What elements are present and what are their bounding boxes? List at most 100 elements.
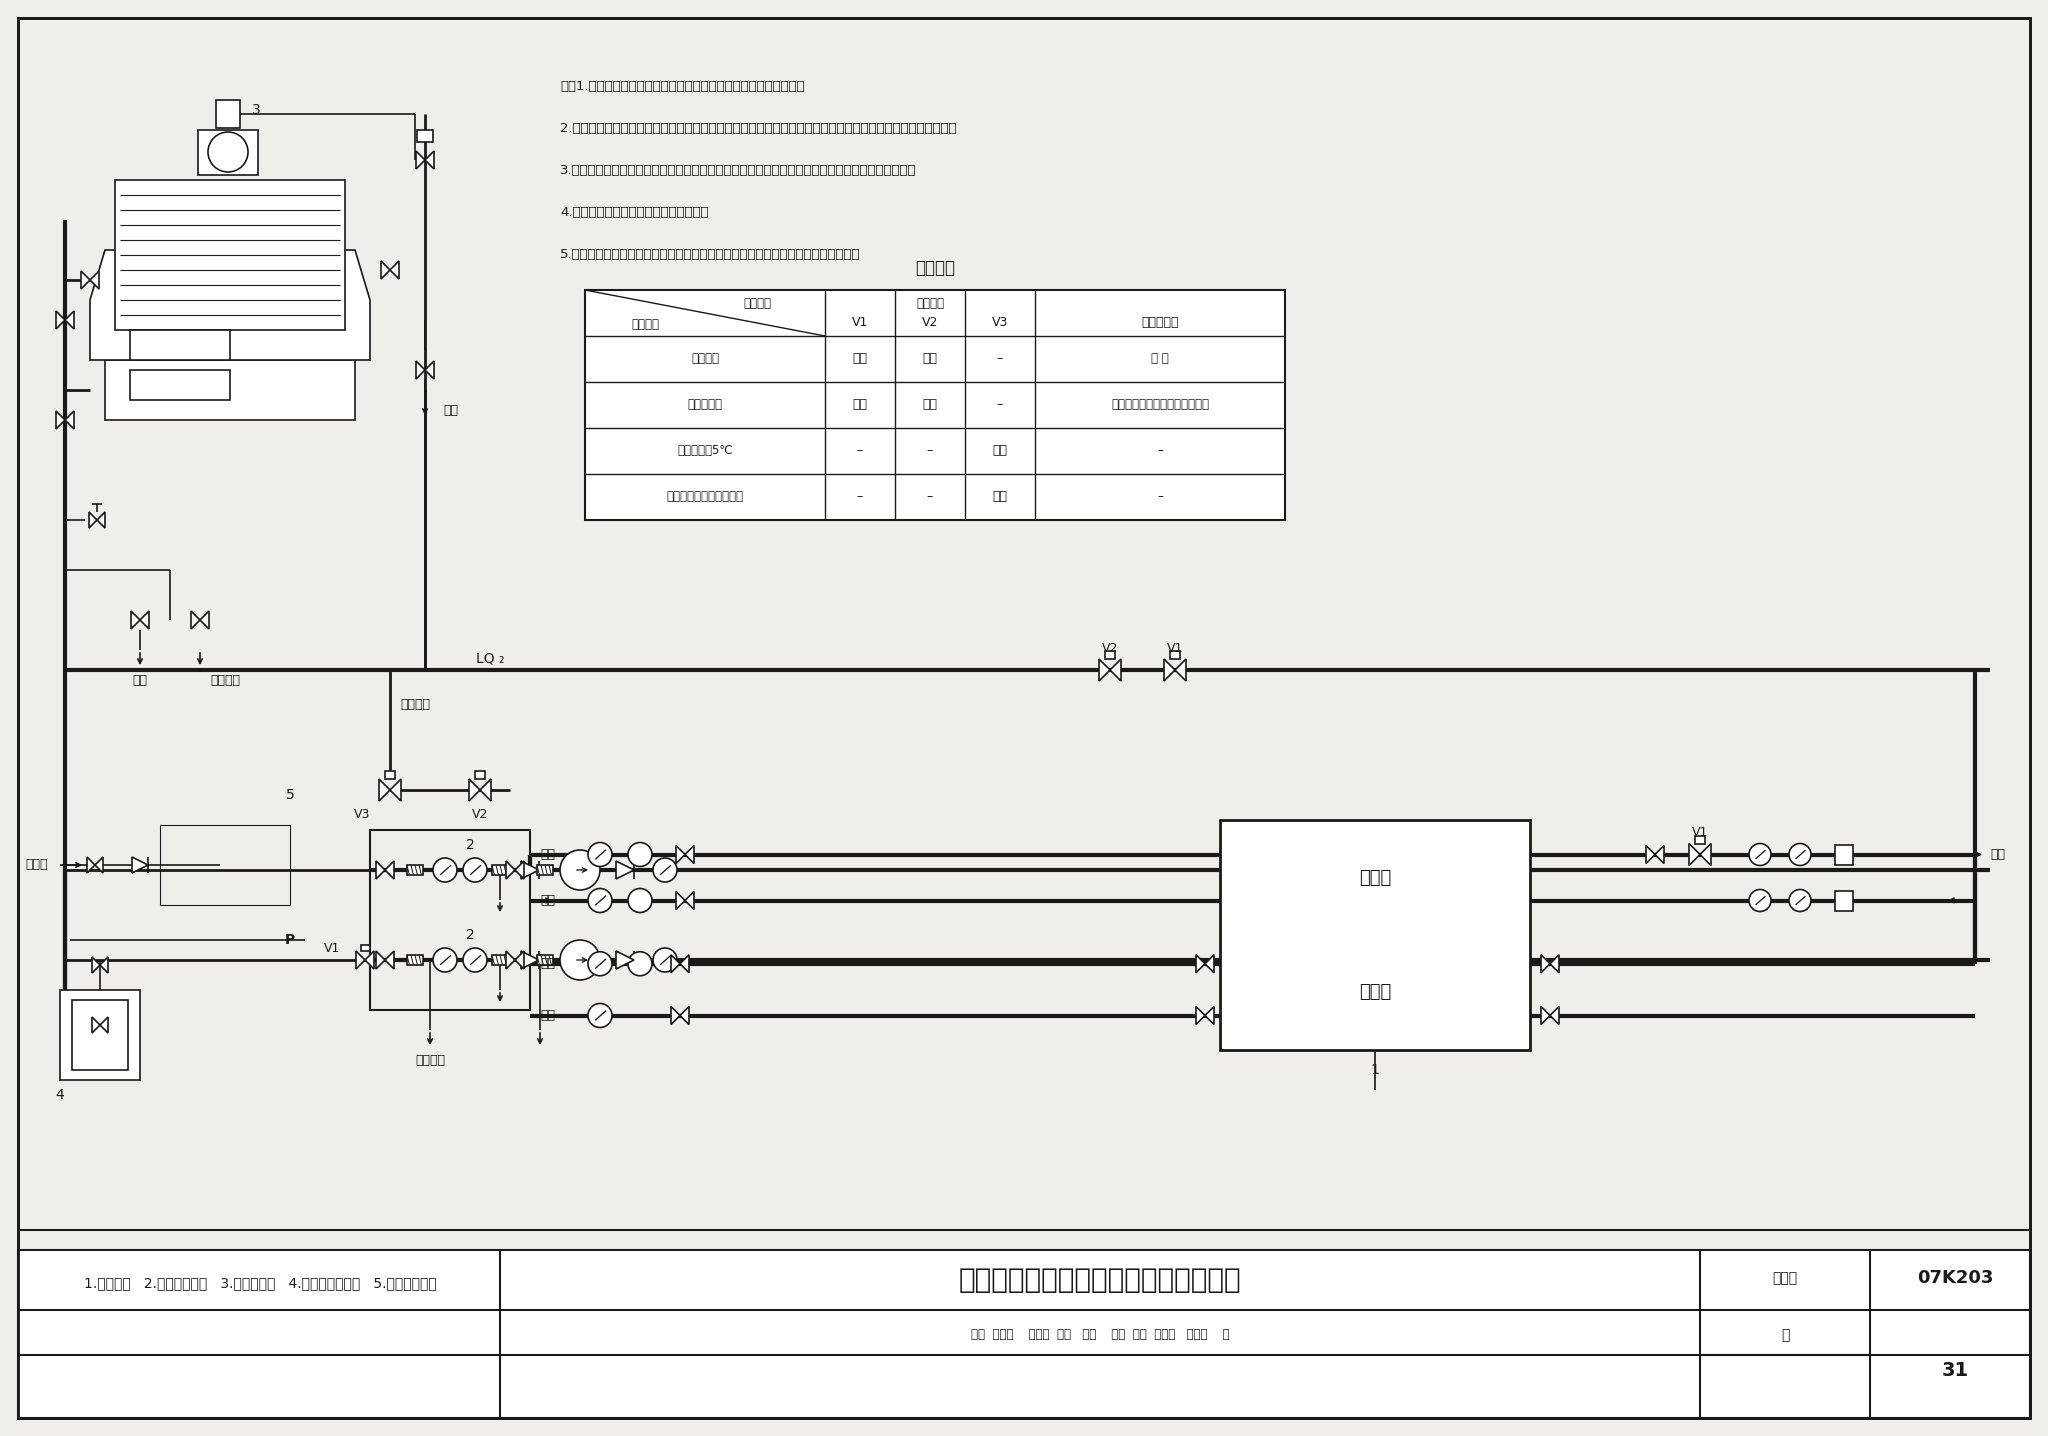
Text: 补水: 补水 [133, 673, 147, 686]
Bar [199, 131, 258, 175]
Text: 阀门、泵: 阀门、泵 [915, 297, 944, 310]
Polygon shape [82, 271, 90, 289]
Circle shape [432, 948, 457, 972]
Polygon shape [676, 846, 684, 863]
Text: 开启: 开启 [852, 352, 868, 366]
Bar [408, 866, 424, 875]
Text: 4.冷却塔供冷系统应采取冬季防冻措施。: 4.冷却塔供冷系统应采取冬季防冻措施。 [559, 205, 709, 220]
Polygon shape [379, 778, 389, 801]
Polygon shape [616, 951, 635, 969]
Bar [1221, 820, 1530, 1050]
Circle shape [653, 857, 678, 882]
Bar [492, 955, 508, 965]
Text: 5.所有开关型电动阀均与相应的制冷设备联锁，所有电动阀均应具有手动关断功能。: 5.所有开关型电动阀均与相应的制冷设备联锁，所有电动阀均应具有手动关断功能。 [559, 248, 860, 261]
Polygon shape [385, 951, 393, 969]
Text: 1.冷水机组   2.冷却水循环泵   3.闭式冷却塔   4.自动水处理装置   5.补水定压装置: 1.冷水机组 2.冷却水循环泵 3.闭式冷却塔 4.自动水处理装置 5.补水定压… [84, 1277, 436, 1290]
Bar [1696, 836, 1704, 843]
Polygon shape [520, 951, 539, 969]
Bar [160, 826, 291, 905]
Polygon shape [66, 312, 74, 329]
Polygon shape [1700, 843, 1710, 866]
Polygon shape [1540, 955, 1550, 972]
Bar [115, 180, 344, 330]
Text: V1: V1 [852, 316, 868, 329]
Text: 注：1.本系统适用于室外空气湿球温度较低的时间较长的气象条件。: 注：1.本系统适用于室外空气湿球温度较低的时间较长的气象条件。 [559, 80, 805, 93]
Polygon shape [100, 1017, 109, 1032]
Text: V1: V1 [1167, 642, 1184, 655]
Text: V3: V3 [354, 808, 371, 821]
Polygon shape [55, 411, 66, 429]
Polygon shape [514, 951, 524, 969]
Circle shape [209, 132, 248, 172]
Text: V3: V3 [991, 316, 1008, 329]
Text: 冷却水低于5℃: 冷却水低于5℃ [678, 445, 733, 458]
Polygon shape [1204, 1007, 1214, 1024]
Text: 工 作: 工 作 [1151, 352, 1169, 366]
Polygon shape [1647, 846, 1655, 863]
Bar [418, 131, 432, 142]
Bar [72, 999, 127, 1070]
Polygon shape [1690, 843, 1700, 866]
Text: P: P [285, 933, 295, 946]
Text: 关闭: 关闭 [922, 352, 938, 366]
Polygon shape [1176, 659, 1186, 681]
Text: 图集号: 图集号 [1772, 1271, 1798, 1285]
Text: 3: 3 [252, 103, 260, 116]
Bar [1835, 890, 1853, 910]
Text: V2: V2 [471, 808, 487, 821]
Polygon shape [389, 261, 399, 279]
Bar [1835, 844, 1853, 864]
Polygon shape [100, 956, 109, 974]
Polygon shape [1100, 659, 1110, 681]
Circle shape [629, 843, 651, 866]
Bar [537, 955, 553, 965]
Text: 工况转换: 工况转换 [915, 258, 954, 277]
Text: 冷水: 冷水 [541, 958, 555, 971]
Circle shape [559, 941, 600, 979]
Polygon shape [94, 857, 102, 873]
Text: 冬季泄水: 冬季泄水 [399, 698, 430, 711]
Circle shape [463, 948, 487, 972]
Text: V2: V2 [922, 316, 938, 329]
Polygon shape [389, 778, 401, 801]
Text: –: – [856, 491, 862, 504]
Text: 冷却水低于冷机要求温度: 冷却水低于冷机要求温度 [666, 491, 743, 504]
Polygon shape [680, 1007, 688, 1024]
Text: 冷凝器: 冷凝器 [1360, 984, 1391, 1001]
Bar [385, 771, 395, 778]
Bar [371, 830, 530, 1010]
Polygon shape [469, 778, 479, 801]
Text: 07K203: 07K203 [1917, 1269, 1993, 1287]
Text: 开启: 开启 [922, 399, 938, 412]
Polygon shape [92, 956, 100, 974]
Text: 4: 4 [55, 1088, 63, 1101]
Polygon shape [1550, 955, 1559, 972]
Polygon shape [506, 951, 514, 969]
Text: V1: V1 [1692, 826, 1708, 839]
Polygon shape [190, 610, 201, 629]
Polygon shape [1196, 955, 1204, 972]
Text: 闭式冷却塔供冷空调冷却水系统原理图: 闭式冷却塔供冷空调冷却水系统原理图 [958, 1267, 1241, 1294]
Polygon shape [426, 151, 434, 169]
Text: 冷水: 冷水 [541, 895, 555, 908]
Text: 冷机供冷: 冷机供冷 [690, 352, 719, 366]
Text: 审核  任小亭    但七亭  校对   康清    康青  设计  殷固独   殷固独    页: 审核 任小亭 但七亭 校对 康清 康青 设计 殷固独 殷固独 页 [971, 1328, 1229, 1341]
Text: –: – [997, 352, 1004, 366]
Text: 冷水: 冷水 [541, 849, 555, 862]
Bar [59, 989, 139, 1080]
Polygon shape [377, 951, 385, 969]
Text: 不工作（此时空调冷水泵工作）: 不工作（此时空调冷水泵工作） [1110, 399, 1208, 412]
Polygon shape [90, 271, 98, 289]
Polygon shape [55, 312, 66, 329]
Bar [492, 866, 508, 875]
Circle shape [653, 948, 678, 972]
Circle shape [463, 857, 487, 882]
Bar [129, 370, 229, 401]
Circle shape [1749, 889, 1772, 912]
Polygon shape [684, 892, 694, 909]
Circle shape [629, 889, 651, 912]
Polygon shape [381, 261, 389, 279]
Bar [475, 771, 485, 778]
Text: 2.由于冷却塔直接供冷的冷水温度比冷机供冷的冷水温度偏高，所以不适于对温度有严格控制要求的空调系统。: 2.由于冷却塔直接供冷的冷水温度比冷机供冷的冷水温度偏高，所以不适于对温度有严格… [559, 122, 956, 135]
Text: V1: V1 [324, 942, 340, 955]
